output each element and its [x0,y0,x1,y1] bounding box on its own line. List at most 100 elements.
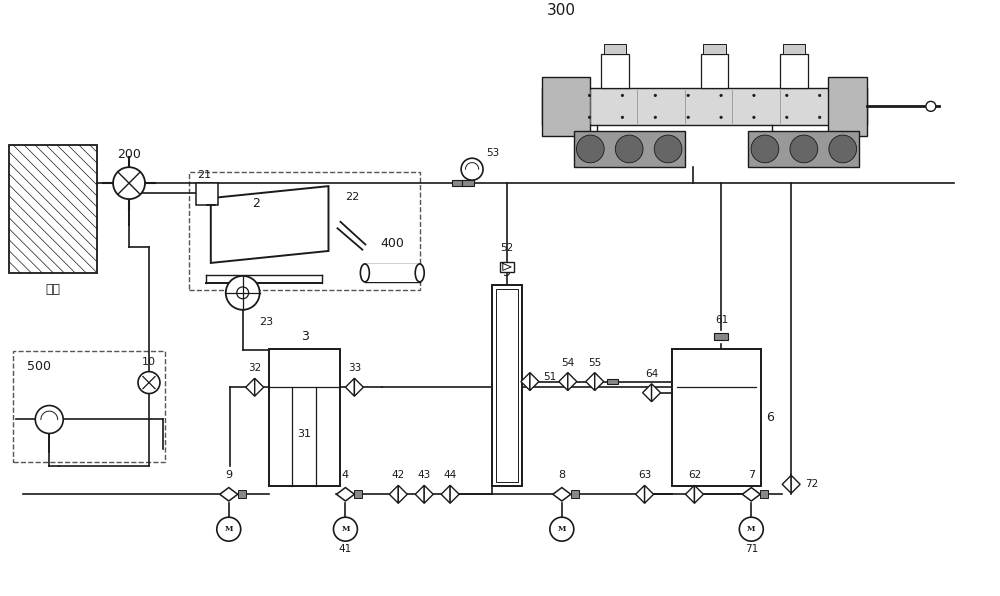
Circle shape [588,94,591,97]
Bar [574,131,685,167]
Bar [828,77,867,135]
Polygon shape [415,485,424,503]
Bar [496,289,518,482]
Bar [701,54,728,88]
Polygon shape [530,372,539,390]
Circle shape [138,372,160,393]
Text: 51: 51 [543,371,556,381]
Text: 400: 400 [380,237,404,250]
Text: 7: 7 [748,470,755,480]
Polygon shape [694,485,703,503]
Text: 31: 31 [298,429,312,439]
Text: 33: 33 [348,363,361,373]
Circle shape [226,276,260,310]
Bar [672,349,761,486]
Circle shape [687,94,689,97]
Text: M: M [225,525,233,533]
Text: 43: 43 [418,470,431,480]
Text: 64: 64 [645,369,658,379]
Text: 55: 55 [588,358,601,368]
Polygon shape [636,485,645,503]
Bar [13,350,165,462]
Polygon shape [521,372,530,390]
Text: 4: 4 [342,470,349,480]
Text: 52: 52 [500,243,514,253]
Circle shape [654,135,682,163]
Polygon shape [255,378,264,396]
Polygon shape [652,384,661,402]
Text: 23: 23 [259,317,273,327]
Polygon shape [645,485,654,503]
Circle shape [237,287,249,299]
Polygon shape [643,384,652,402]
Text: 62: 62 [688,470,701,480]
Bar [703,44,726,54]
Circle shape [576,135,604,163]
Polygon shape [685,485,694,503]
Circle shape [720,116,722,119]
Bar [748,131,859,167]
Circle shape [751,135,779,163]
Text: 61: 61 [715,315,728,325]
Polygon shape [354,378,363,396]
Circle shape [333,517,357,541]
Circle shape [790,135,818,163]
Polygon shape [424,485,433,503]
Text: 54: 54 [561,358,574,368]
Polygon shape [398,485,407,503]
Bar [607,379,618,384]
Bar [542,77,590,135]
Text: 矿壁: 矿壁 [46,283,61,296]
Bar [452,180,464,186]
Text: 44: 44 [444,470,457,480]
Bar [9,145,97,273]
Text: M: M [558,525,566,533]
Circle shape [621,94,624,97]
Ellipse shape [360,264,369,282]
Text: 2: 2 [252,197,260,210]
Polygon shape [345,378,354,396]
Text: 6: 6 [766,411,774,424]
Text: 21: 21 [197,170,211,180]
Bar [354,491,362,498]
Text: 300: 300 [547,2,576,18]
Circle shape [461,158,483,180]
Polygon shape [246,378,255,396]
Polygon shape [791,476,800,493]
Polygon shape [586,372,595,390]
Bar [604,44,626,54]
Bar [760,491,768,498]
Polygon shape [782,476,791,493]
Circle shape [550,517,574,541]
Text: 32: 32 [248,363,261,373]
Circle shape [588,116,591,119]
Text: 42: 42 [392,470,405,480]
Circle shape [113,167,145,199]
Polygon shape [441,485,450,503]
Polygon shape [595,372,604,390]
Bar [714,333,728,340]
Bar [462,180,474,186]
Bar [601,54,629,88]
Bar [365,264,420,282]
Circle shape [926,101,936,111]
Bar [269,349,340,486]
Polygon shape [450,485,459,503]
Bar [542,88,867,125]
Text: 200: 200 [117,148,141,161]
Circle shape [654,116,656,119]
Text: 10: 10 [142,356,156,367]
Circle shape [819,116,821,119]
Text: 71: 71 [745,544,758,554]
Text: 41: 41 [339,544,352,554]
Circle shape [739,517,763,541]
Circle shape [786,116,788,119]
Text: 22: 22 [345,192,360,202]
Polygon shape [211,186,328,263]
Circle shape [687,116,689,119]
Bar [492,285,522,486]
Circle shape [621,116,624,119]
Text: M: M [341,525,350,533]
Text: 8: 8 [558,470,565,480]
Circle shape [786,94,788,97]
